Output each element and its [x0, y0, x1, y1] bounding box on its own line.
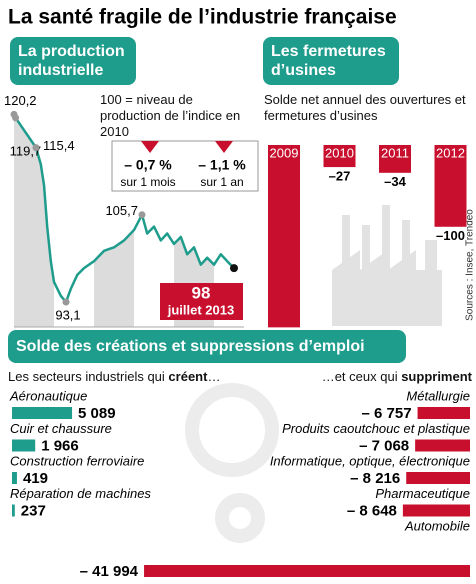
- chart-subtitle: Solde net annuel des ouvertures et ferme…: [264, 92, 466, 123]
- bar: [144, 565, 470, 577]
- data-label: – 8 216: [350, 470, 400, 487]
- down-triangle: [141, 141, 159, 153]
- category-label: Cuir et chaussure: [10, 421, 112, 436]
- section-header: Les fermetures d’usines: [263, 37, 399, 85]
- line: [12, 113, 235, 304]
- change-period: sur 1 mois: [120, 175, 175, 189]
- heading-text: …et ceux qui: [321, 369, 402, 384]
- source: Sources : Insee, Trendeo: [465, 209, 476, 321]
- change-label: – 1,1 %: [198, 157, 246, 173]
- data-label: 120,2: [4, 93, 37, 108]
- category-label: 2009: [270, 145, 299, 160]
- page-title: La santé fragile de l’industrie français…: [8, 6, 397, 29]
- callout-box: [111, 140, 259, 192]
- category-label: Construction ferroviaire: [10, 453, 144, 468]
- right-heading: …et ceux qui suppriment: [322, 369, 472, 385]
- category-label: Automobile: [404, 518, 470, 533]
- category-label: Métallurgie: [406, 388, 470, 403]
- category-label: 2012: [436, 145, 465, 160]
- gear-illustration: [185, 383, 279, 543]
- data-label: 93,1: [55, 308, 80, 323]
- labelled-point: [32, 144, 40, 152]
- data-label: 98: [192, 283, 211, 302]
- heading-text: Les secteurs industriels qui: [8, 369, 169, 384]
- bar: [406, 472, 470, 484]
- bar: [12, 407, 73, 419]
- section-header: Solde des créations et suppressions d’em…: [8, 330, 406, 363]
- category-label: 2011: [381, 145, 409, 160]
- category-label: Réparation de machines: [10, 486, 151, 501]
- bar: [12, 439, 36, 452]
- area-shade: [14, 114, 214, 327]
- change-label: – 0,7 %: [124, 157, 172, 173]
- category-label: Pharmaceutique: [375, 486, 470, 501]
- data-label: – 7 068: [359, 437, 409, 454]
- date-label: juillet 2013: [167, 302, 234, 317]
- bar: [417, 407, 470, 419]
- section-header: La production industrielle: [10, 37, 136, 85]
- data-label: 237: [21, 502, 46, 519]
- heading-emphasis: suppriment: [401, 369, 472, 384]
- data-label: –27: [329, 169, 351, 184]
- down-triangle: [215, 141, 233, 153]
- end-point: [230, 264, 238, 273]
- data-label: – 8 648: [347, 502, 397, 519]
- data-label: –100: [436, 228, 465, 243]
- chart-subtitle: 100 = niveau de production de l’indice e…: [100, 92, 241, 139]
- data-label: 105,7: [105, 203, 138, 218]
- category-label: 2010: [325, 145, 354, 160]
- labelled-point: [62, 298, 70, 306]
- bar: [434, 145, 467, 227]
- change-period: sur 1 an: [200, 175, 243, 189]
- last-value-box: [160, 283, 243, 320]
- category-label: Aéronautique: [9, 388, 87, 403]
- factory-illustration: [332, 205, 442, 326]
- labelled-point: [12, 114, 20, 122]
- labelled-point: [138, 211, 146, 219]
- data-label: – 6 757: [362, 405, 412, 422]
- bar: [268, 145, 300, 328]
- bar: [415, 439, 470, 452]
- bar: [12, 504, 15, 517]
- left-heading: Les secteurs industriels qui créent…: [8, 369, 220, 385]
- heading-emphasis: créent: [168, 369, 208, 384]
- bar: [323, 145, 356, 168]
- data-label: –34: [384, 174, 406, 189]
- data-label: 419: [23, 470, 48, 487]
- bar: [402, 504, 470, 517]
- data-label: 115,4: [43, 138, 75, 153]
- data-label: 5 089: [78, 405, 116, 422]
- data-label: 1 966: [41, 437, 79, 454]
- data-label: – 41 994: [80, 563, 139, 580]
- category-label: Informatique, optique, électronique: [270, 453, 470, 468]
- heading-text: …: [207, 369, 221, 384]
- category-label: Produits caoutchouc et plastique: [282, 421, 470, 436]
- bar: [379, 145, 411, 173]
- bar: [12, 472, 17, 484]
